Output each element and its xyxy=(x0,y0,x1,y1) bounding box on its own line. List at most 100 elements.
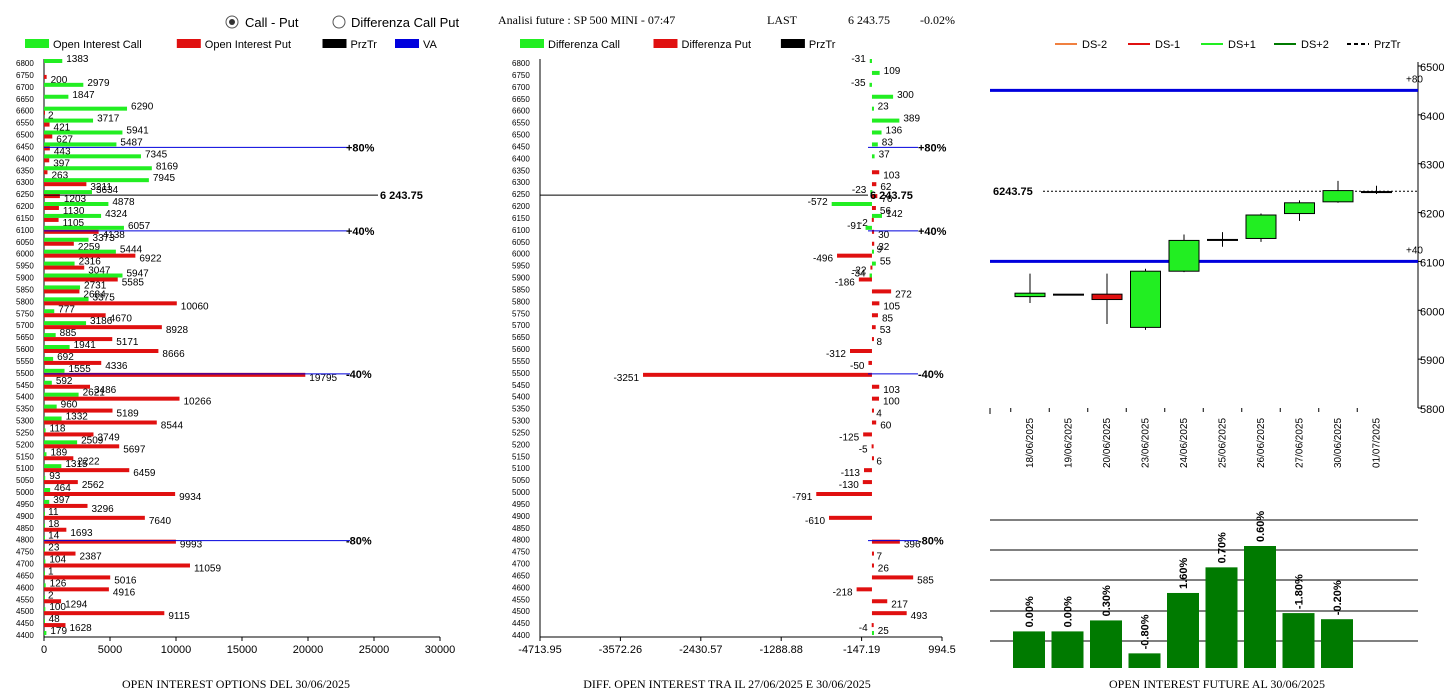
diff-call-label: 9 xyxy=(877,245,883,256)
y-tick-label: 6000 xyxy=(1420,306,1444,318)
put-bar xyxy=(44,313,106,318)
put-label: 2 xyxy=(48,111,54,122)
put-label: 1203 xyxy=(64,194,87,205)
put-label: 7640 xyxy=(149,516,172,527)
put-label: 3486 xyxy=(94,385,117,396)
strike-label: 6450 xyxy=(16,142,34,151)
chart-title: OPEN INTEREST OPTIONS DEL 30/06/2025 xyxy=(122,677,350,691)
put-bar xyxy=(44,122,50,127)
candle-body xyxy=(1322,190,1354,203)
diff-put-label: 30 xyxy=(878,230,890,241)
put-label: 397 xyxy=(53,158,70,169)
diff-put-bar xyxy=(871,217,874,222)
future-bar-label: -0.20% xyxy=(1332,580,1344,615)
strike-label: 4500 xyxy=(16,607,34,616)
diff-call-bar xyxy=(869,273,872,278)
x-tick-label: 0 xyxy=(41,644,47,656)
legend-label: DS+2 xyxy=(1301,39,1329,51)
call-bar xyxy=(44,607,46,612)
future-bar xyxy=(1013,631,1045,668)
diff-put-label: -5 xyxy=(859,444,868,455)
put-label: 10266 xyxy=(184,397,212,408)
call-bar xyxy=(44,82,84,87)
radio-call-put[interactable]: Call - Put xyxy=(225,15,299,30)
diff-put-bar xyxy=(868,360,872,365)
strike-label: 4450 xyxy=(512,619,530,628)
call-label: 3634 xyxy=(96,185,119,196)
call-label: 397 xyxy=(53,495,70,506)
future-bar xyxy=(1321,619,1353,668)
diff-put-bar xyxy=(871,623,874,628)
strike-label: 5150 xyxy=(16,452,34,461)
diff-put-label: 585 xyxy=(917,575,934,586)
va-label: +80% xyxy=(918,142,947,154)
strike-label: 5150 xyxy=(512,452,530,461)
call-bar xyxy=(44,190,92,195)
diff-call-label: 389 xyxy=(903,114,920,125)
va-label: -40% xyxy=(346,369,372,381)
diff-put-bar xyxy=(871,396,880,401)
call-label: 8169 xyxy=(156,161,179,172)
strike-label: 4450 xyxy=(16,619,34,628)
put-bar xyxy=(44,349,159,353)
strike-label: 4550 xyxy=(512,595,530,604)
strike-label: 5250 xyxy=(512,428,530,437)
diff-call-bar xyxy=(869,59,872,63)
radio-differenza[interactable]: Differenza Call Put xyxy=(332,15,460,30)
x-tick-label: -4713.95 xyxy=(518,644,561,656)
legend-label: Open Interest Call xyxy=(53,39,142,51)
strike-label: 5300 xyxy=(16,417,34,426)
strike-label: 6000 xyxy=(16,250,34,259)
legend-label: PrzTr xyxy=(809,39,836,51)
diff-put-label: 272 xyxy=(895,289,912,300)
put-bar xyxy=(44,611,165,616)
call-bar xyxy=(44,440,78,445)
call-label: 777 xyxy=(58,304,75,315)
put-bar xyxy=(44,527,67,532)
strike-label: 6650 xyxy=(16,95,34,104)
put-label: 4138 xyxy=(103,230,126,241)
legend-swatch xyxy=(780,39,805,48)
call-label: 6290 xyxy=(131,102,154,113)
diff-call-bar xyxy=(871,94,894,99)
strike-label: 5450 xyxy=(16,381,34,390)
put-label: 8544 xyxy=(161,421,184,432)
put-label: 1105 xyxy=(63,218,85,229)
va-label: -80% xyxy=(918,536,944,548)
x-tick-label: 24/06/2025 xyxy=(1179,418,1190,468)
put-label: 1130 xyxy=(63,206,85,217)
call-bar xyxy=(44,94,69,99)
strike-label: 4500 xyxy=(512,607,530,616)
future-oi-chart: 0.00% 0.00% 0.30% -0.80% 1.60% 0.70% 0.60% -1.8… xyxy=(990,511,1418,691)
strike-label: 6700 xyxy=(16,83,34,92)
strike-label: 5100 xyxy=(16,464,34,473)
call-label: 1555 xyxy=(69,364,92,375)
diff-call-label: 25 xyxy=(878,626,890,637)
strike-label: 6350 xyxy=(16,166,34,175)
diff-put-bar xyxy=(837,253,872,258)
diff-put-bar xyxy=(871,170,880,175)
strike-label: 4700 xyxy=(512,560,530,569)
diff-put-bar xyxy=(871,241,875,246)
diff-put-bar xyxy=(871,420,877,425)
call-bar xyxy=(44,380,52,385)
put-bar xyxy=(44,563,190,568)
last-change: -0.02% xyxy=(920,13,955,27)
strike-label: 5550 xyxy=(16,357,34,366)
put-bar xyxy=(44,146,50,151)
diff-call-bar xyxy=(871,118,900,123)
level-label: +80 xyxy=(1406,74,1423,85)
future-bar xyxy=(1244,546,1276,668)
diff-put-label: 85 xyxy=(882,313,894,324)
candle-body xyxy=(1091,293,1123,301)
put-label: 1693 xyxy=(70,528,93,539)
diff-call-label: 300 xyxy=(897,90,914,101)
call-label: 2621 xyxy=(83,388,106,399)
put-bar xyxy=(44,539,176,544)
put-bar xyxy=(44,432,94,437)
put-label: 3211 xyxy=(90,182,112,193)
page-title: Analisi future : SP 500 MINI - 07:47 xyxy=(498,13,675,27)
call-label: 93 xyxy=(49,471,61,482)
diff-put-bar xyxy=(871,289,892,294)
put-label: 443 xyxy=(54,146,71,157)
